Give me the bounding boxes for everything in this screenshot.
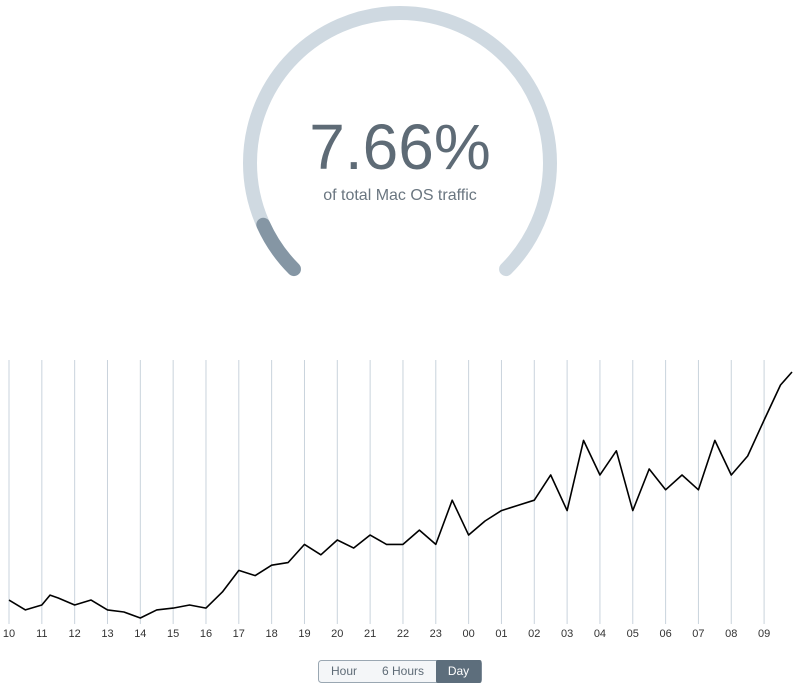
x-tick-label: 19 [298,628,310,640]
button-label[interactable]: Day [448,664,469,678]
x-tick-label: 07 [692,628,704,640]
x-tick-label: 02 [528,628,540,640]
x-tick-label: 01 [495,628,507,640]
x-tick-label: 23 [430,628,442,640]
gauge-value: 7.66% [309,111,490,183]
x-tick-label: 15 [167,628,179,640]
x-tick-label: 18 [266,628,278,640]
gauge-track [243,6,557,277]
gauge-fill [256,217,301,277]
x-tick-label: 20 [331,628,343,640]
x-tick-label: 06 [659,628,671,640]
button-label[interactable]: Hour [331,664,357,678]
x-tick-label: 17 [233,628,245,640]
line [8,371,793,619]
x-tick-label: 10 [3,628,15,640]
x-tick-label: 08 [725,628,737,640]
x-tick-label: 03 [561,628,573,640]
x-tick-label: 00 [462,628,474,640]
x-tick-label: 14 [134,628,146,640]
x-tick-label: 09 [758,628,770,640]
x-tick-label: 22 [397,628,409,640]
x-tick-label: 13 [101,628,113,640]
gauge-subtitle: of total Mac OS traffic [323,187,477,204]
x-tick-label: 04 [594,628,606,640]
button-label[interactable]: 6 Hours [382,664,424,678]
x-tick-label: 16 [200,628,212,640]
x-tick-label: 05 [627,628,639,640]
x-tick-label: 12 [69,628,81,640]
x-tick-label: 21 [364,628,376,640]
x-tick-label: 11 [36,628,47,640]
button-selected[interactable] [436,660,482,683]
